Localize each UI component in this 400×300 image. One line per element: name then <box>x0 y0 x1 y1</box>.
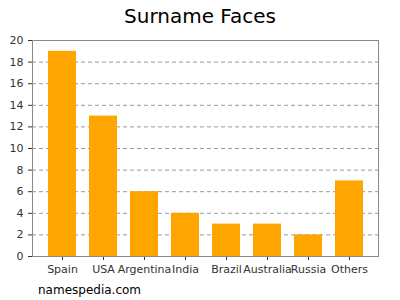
svg-text:Brazil: Brazil <box>211 263 242 276</box>
svg-text:4: 4 <box>17 207 24 220</box>
svg-text:6: 6 <box>17 185 24 198</box>
html-text:Surname Faces: Surname Faces <box>124 4 276 28</box>
svg-text:20: 20 <box>10 34 24 47</box>
svg-text:12: 12 <box>10 120 24 133</box>
svg-text:8: 8 <box>17 164 24 177</box>
svg-text:18: 18 <box>10 56 24 69</box>
svg-text:2: 2 <box>17 228 24 241</box>
svg-text:10: 10 <box>10 142 24 155</box>
svg-text:USA: USA <box>92 263 115 276</box>
svg-text:14: 14 <box>10 99 24 112</box>
svg-text:Australia: Australia <box>243 263 292 276</box>
html-text:namespedia.com: namespedia.com <box>38 283 141 297</box>
svg-text:Russia: Russia <box>291 263 326 276</box>
svg-text:Argentina: Argentina <box>118 263 172 276</box>
svg-text:Others: Others <box>331 263 368 276</box>
svg-text:Spain: Spain <box>47 263 78 276</box>
svg-text:India: India <box>172 263 199 276</box>
svg-text:16: 16 <box>10 77 24 90</box>
svg-text:0: 0 <box>17 250 24 263</box>
